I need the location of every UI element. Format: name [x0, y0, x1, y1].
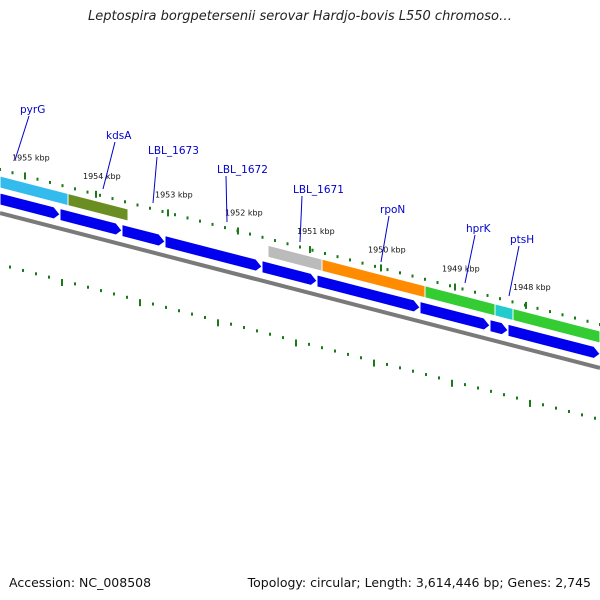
scale-tick-label: 1948 kbp	[513, 283, 551, 292]
gene-label-hprk[interactable]: hprK	[466, 223, 492, 235]
inner-tick-ring	[9, 265, 596, 420]
gene-label-lbl-1671[interactable]: LBL_1671	[293, 184, 344, 196]
feature-band	[0, 175, 600, 344]
cds-track	[0, 192, 600, 359]
gene-leader-line	[14, 115, 30, 161]
gene-label-lbl-1673[interactable]: LBL_1673	[148, 145, 199, 157]
cds-arrow	[419, 300, 491, 331]
scale-tick-labels: 1955 kbp 1954 kbp 1953 kbp 1952 kbp 1951 kbp…	[12, 153, 551, 291]
gene-label-kdsa[interactable]: kdsA	[106, 130, 132, 142]
scale-tick-label: 1950 kbp	[368, 245, 406, 254]
feature-segment	[512, 307, 600, 344]
feature-segment	[494, 303, 514, 322]
scale-tick-label: 1953 kbp	[155, 190, 193, 199]
gene-label-lbl-1672[interactable]: LBL_1672	[217, 164, 268, 176]
gene-label-rpon[interactable]: rpoN	[380, 204, 405, 216]
scale-tick-label: 1952 kbp	[225, 208, 263, 217]
cds-arrow	[507, 323, 600, 359]
gene-label-ptsh[interactable]: ptsH	[510, 234, 534, 246]
gene-label-pyrg[interactable]: pyrG	[20, 104, 45, 116]
cds-arrow	[0, 192, 61, 220]
topology-text: Topology: circular; Length: 3,614,446 bp…	[247, 575, 591, 590]
feature-segment	[67, 192, 129, 222]
scale-tick-label: 1954 kbp	[83, 172, 121, 181]
gene-leader-line	[380, 215, 390, 263]
map-title: Leptospira borgpetersenii serovar Hardjo…	[88, 9, 512, 24]
gene-leader-line	[152, 156, 158, 204]
cds-arrow	[121, 223, 166, 247]
accession-text: Accession: NC_008508	[9, 575, 152, 590]
scale-tick-label: 1951 kbp	[297, 227, 335, 236]
cds-arrow	[316, 274, 421, 313]
gene-leader-line	[508, 245, 520, 297]
scale-tick-label: 1949 kbp	[442, 265, 480, 274]
cds-arrow	[261, 260, 318, 286]
gene-leader-line	[102, 141, 116, 190]
gene-leader-line	[225, 175, 228, 223]
outer-tick-ring	[0, 168, 600, 326]
backbone-line	[0, 211, 600, 370]
cds-arrow	[59, 207, 123, 236]
gene-leader-line	[299, 195, 303, 243]
scale-tick-label: 1955 kbp	[12, 153, 50, 162]
cds-arrow	[164, 234, 263, 272]
cds-arrow	[489, 318, 509, 336]
gene-leader-line	[464, 234, 476, 284]
gene-labels: pyrG kdsA LBL_1673 LBL_1672 LBL_1671 rpoN hprK…	[14, 104, 534, 297]
